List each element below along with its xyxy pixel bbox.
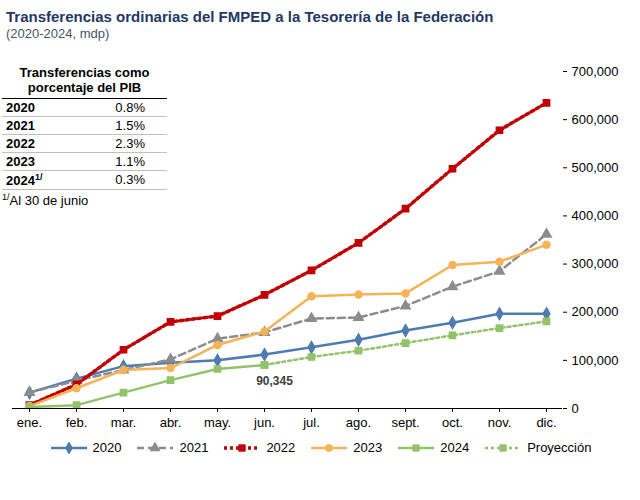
svg-text:90,345: 90,345 — [256, 374, 293, 388]
svg-text:mar.: mar. — [111, 415, 136, 430]
svg-text:200,000: 200,000 — [572, 304, 619, 319]
html-text:2021: 2021 — [179, 440, 209, 455]
html-text:2023: 2023 — [6, 154, 35, 169]
html-text:1/Al 30 de junio: 1/Al 30 de junio — [2, 192, 89, 209]
svg-text:jun.: jun. — [253, 415, 275, 430]
html-text:0.8%: 0.8% — [115, 100, 145, 115]
html-text:Proyección: Proyección — [527, 440, 592, 455]
svg-text:may.: may. — [204, 415, 231, 430]
svg-text:0: 0 — [572, 401, 579, 416]
html-text:1/: 1/ — [34, 172, 43, 182]
html-text:Transferencias como porcentaje: Transferencias como porcentaje del PIB — [19, 65, 150, 95]
html-text:2022: 2022 — [6, 136, 35, 151]
html-text:Transferencias ordinarias del: Transferencias ordinarias del FMPED a la… — [6, 8, 494, 25]
svg-text:sept.: sept. — [391, 415, 419, 430]
svg-text:feb.: feb. — [66, 415, 88, 430]
svg-text:600,000: 600,000 — [572, 112, 619, 127]
svg-text:300,000: 300,000 — [572, 256, 619, 271]
html-text:2.3%: 2.3% — [115, 136, 145, 151]
svg-text:100,000: 100,000 — [572, 353, 619, 368]
svg-text:700,000: 700,000 — [572, 64, 619, 79]
html-text:2024: 2024 — [6, 173, 35, 189]
html-text:2020: 2020 — [6, 100, 35, 115]
html-text:2020: 2020 — [92, 440, 122, 455]
svg-text:nov.: nov. — [488, 415, 512, 430]
html-text:1.5%: 1.5% — [115, 118, 145, 133]
svg-text:oct.: oct. — [442, 415, 463, 430]
svg-text:ago.: ago. — [346, 415, 371, 430]
html-text:2021: 2021 — [6, 118, 35, 133]
svg-text:500,000: 500,000 — [572, 160, 619, 175]
html-text:2023: 2023 — [353, 440, 383, 455]
html-text:0.3%: 0.3% — [115, 172, 145, 187]
html-text:2024: 2024 — [440, 440, 470, 455]
svg-text:jul.: jul. — [302, 415, 320, 430]
svg-text:400,000: 400,000 — [572, 208, 619, 223]
html-text:2022: 2022 — [266, 440, 296, 455]
svg-text:dic.: dic. — [536, 415, 556, 430]
svg-text:abr.: abr. — [160, 415, 182, 430]
svg-text:ene.: ene. — [17, 415, 42, 430]
html-text:(2020-2024, mdp): (2020-2024, mdp) — [6, 26, 110, 41]
html-text:1.1%: 1.1% — [115, 154, 145, 169]
